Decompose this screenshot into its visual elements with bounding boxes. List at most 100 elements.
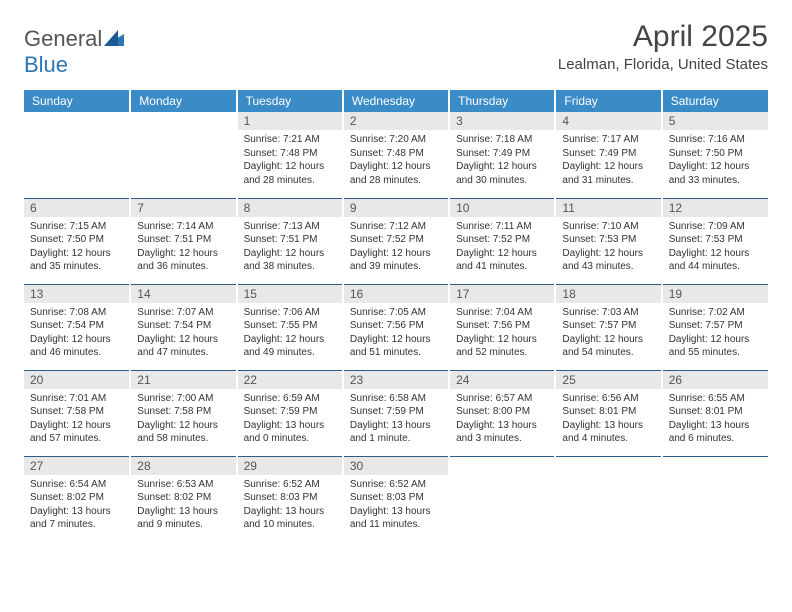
daylight-text: Daylight: 12 hours and 57 minutes. [30,419,123,446]
weekday-row: SundayMondayTuesdayWednesdayThursdayFrid… [24,90,768,112]
logo: General Blue [24,26,124,78]
day-number: 22 [238,371,342,389]
daylight-text: Daylight: 12 hours and 52 minutes. [456,333,548,360]
week-row: 20Sunrise: 7:01 AMSunset: 7:58 PMDayligh… [24,370,768,456]
weekday-header: Thursday [449,90,555,112]
daylight-text: Daylight: 12 hours and 41 minutes. [456,247,548,274]
day-body: Sunrise: 7:20 AMSunset: 7:48 PMDaylight:… [344,130,448,191]
month-title: April 2025 [558,20,768,54]
sunrise-text: Sunrise: 7:15 AM [30,220,123,234]
sunset-text: Sunset: 7:49 PM [456,147,548,161]
calendar-body: 1Sunrise: 7:21 AMSunset: 7:48 PMDaylight… [24,112,768,542]
empty-day-cell [449,456,555,542]
sunset-text: Sunset: 7:50 PM [669,147,762,161]
daylight-text: Daylight: 13 hours and 0 minutes. [244,419,336,446]
sunset-text: Sunset: 7:52 PM [350,233,442,247]
day-number: 19 [663,285,768,303]
empty-day-cell [130,112,236,198]
day-number: 5 [663,112,768,130]
day-number: 26 [663,371,768,389]
sunrise-text: Sunrise: 7:11 AM [456,220,548,234]
sunrise-text: Sunrise: 7:12 AM [350,220,442,234]
sunrise-text: Sunrise: 7:03 AM [562,306,654,320]
daylight-text: Daylight: 12 hours and 47 minutes. [137,333,229,360]
sunset-text: Sunset: 8:03 PM [244,491,336,505]
day-body: Sunrise: 6:52 AMSunset: 8:03 PMDaylight:… [344,475,448,536]
sunset-text: Sunset: 7:59 PM [244,405,336,419]
sunrise-text: Sunrise: 6:59 AM [244,392,336,406]
sunset-text: Sunset: 7:54 PM [30,319,123,333]
title-block: April 2025 Lealman, Florida, United Stat… [558,20,768,73]
sunset-text: Sunset: 7:58 PM [137,405,229,419]
day-body: Sunrise: 7:07 AMSunset: 7:54 PMDaylight:… [131,303,235,364]
daylight-text: Daylight: 12 hours and 31 minutes. [562,160,654,187]
day-body: Sunrise: 7:11 AMSunset: 7:52 PMDaylight:… [450,217,554,278]
sunset-text: Sunset: 7:55 PM [244,319,336,333]
sunset-text: Sunset: 8:00 PM [456,405,548,419]
sunrise-text: Sunrise: 7:09 AM [669,220,762,234]
calendar-head: SundayMondayTuesdayWednesdayThursdayFrid… [24,90,768,112]
day-body: Sunrise: 7:16 AMSunset: 7:50 PMDaylight:… [663,130,768,191]
sunset-text: Sunset: 7:56 PM [350,319,442,333]
sunset-text: Sunset: 7:48 PM [244,147,336,161]
sunset-text: Sunset: 8:03 PM [350,491,442,505]
weekday-header: Sunday [24,90,130,112]
day-cell: 5Sunrise: 7:16 AMSunset: 7:50 PMDaylight… [662,112,768,198]
day-number: 20 [24,371,129,389]
week-row: 13Sunrise: 7:08 AMSunset: 7:54 PMDayligh… [24,284,768,370]
sunrise-text: Sunrise: 7:18 AM [456,133,548,147]
daylight-text: Daylight: 12 hours and 28 minutes. [350,160,442,187]
daylight-text: Daylight: 12 hours and 38 minutes. [244,247,336,274]
day-number: 11 [556,199,660,217]
calendar-table: SundayMondayTuesdayWednesdayThursdayFrid… [24,90,768,542]
day-body: Sunrise: 7:12 AMSunset: 7:52 PMDaylight:… [344,217,448,278]
day-cell: 22 Sunrise: 6:59 AMSunset: 7:59 PMDayligh… [237,370,343,456]
daylight-text: Daylight: 13 hours and 10 minutes. [244,505,336,532]
sunset-text: Sunset: 7:54 PM [137,319,229,333]
sunrise-text: Sunrise: 6:53 AM [137,478,229,492]
weekday-header: Monday [130,90,236,112]
sunrise-text: Sunrise: 6:52 AM [350,478,442,492]
sunset-text: Sunset: 7:50 PM [30,233,123,247]
day-body: Sunrise: 7:21 AMSunset: 7:48 PMDaylight:… [238,130,342,191]
daylight-text: Daylight: 12 hours and 55 minutes. [669,333,762,360]
day-number: 18 [556,285,660,303]
daylight-text: Daylight: 12 hours and 58 minutes. [137,419,229,446]
day-cell: 9Sunrise: 7:12 AMSunset: 7:52 PMDaylight… [343,198,449,284]
day-number: 1 [238,112,342,130]
day-body: Sunrise: 7:18 AMSunset: 7:49 PMDaylight:… [450,130,554,191]
daylight-text: Daylight: 12 hours and 51 minutes. [350,333,442,360]
week-row: 6Sunrise: 7:15 AMSunset: 7:50 PMDaylight… [24,198,768,284]
day-number: 14 [131,285,235,303]
daylight-text: Daylight: 12 hours and 30 minutes. [456,160,548,187]
logo-text: General Blue [24,26,124,78]
day-cell: 18Sunrise: 7:03 AMSunset: 7:57 PMDayligh… [555,284,661,370]
calendar-page: General Blue April 2025 Lealman, Florida… [0,0,792,562]
sunset-text: Sunset: 7:58 PM [30,405,123,419]
sunrise-text: Sunrise: 7:05 AM [350,306,442,320]
weekday-header: Tuesday [237,90,343,112]
day-number: 6 [24,199,129,217]
sunset-text: Sunset: 7:57 PM [669,319,762,333]
day-cell: 28Sunrise: 6:53 AMSunset: 8:02 PMDayligh… [130,456,236,542]
day-body: Sunrise: 7:09 AMSunset: 7:53 PMDaylight:… [663,217,768,278]
day-body: Sunrise: 7:01 AMSunset: 7:58 PMDaylight:… [24,389,129,450]
sunrise-text: Sunrise: 6:55 AM [669,392,762,406]
day-body: Sunrise: 7:14 AMSunset: 7:51 PMDaylight:… [131,217,235,278]
day-number: 15 [238,285,342,303]
sunset-text: Sunset: 7:57 PM [562,319,654,333]
day-body: Sunrise: 6:57 AMSunset: 8:00 PMDaylight:… [450,389,554,450]
sunrise-text: Sunrise: 7:01 AM [30,392,123,406]
daylight-text: Daylight: 12 hours and 49 minutes. [244,333,336,360]
day-cell: 13Sunrise: 7:08 AMSunset: 7:54 PMDayligh… [24,284,130,370]
daylight-text: Daylight: 13 hours and 4 minutes. [562,419,654,446]
sunrise-text: Sunrise: 7:02 AM [669,306,762,320]
day-cell: 30Sunrise: 6:52 AMSunset: 8:03 PMDayligh… [343,456,449,542]
day-body: Sunrise: 7:15 AMSunset: 7:50 PMDaylight:… [24,217,129,278]
daylight-text: Daylight: 12 hours and 46 minutes. [30,333,123,360]
sunrise-text: Sunrise: 7:13 AM [244,220,336,234]
daylight-text: Daylight: 13 hours and 7 minutes. [30,505,123,532]
day-number: 28 [131,457,235,475]
day-number: 24 [450,371,554,389]
weekday-header: Friday [555,90,661,112]
